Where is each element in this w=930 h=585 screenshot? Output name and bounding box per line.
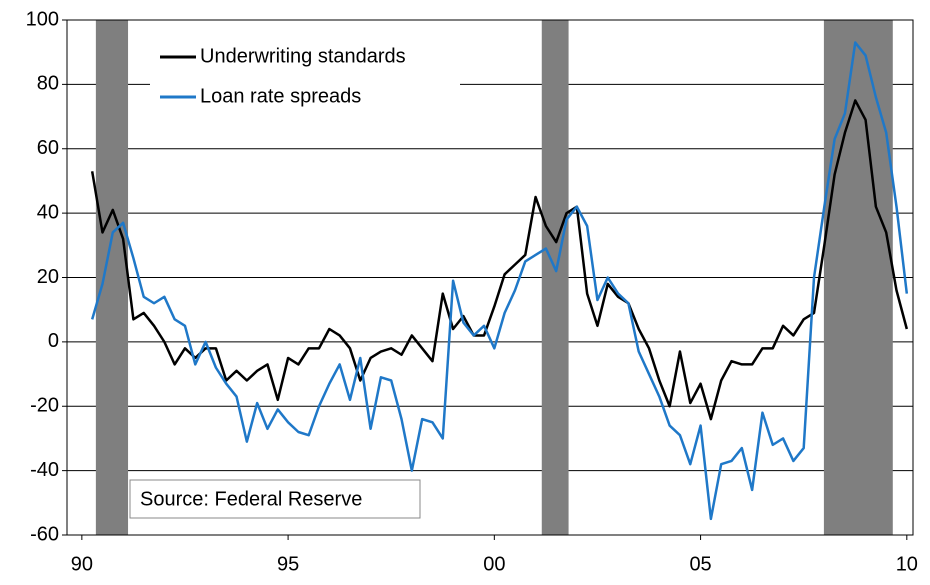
y-tick-label: 80 [37, 73, 59, 95]
series-line [90, 41, 909, 521]
annotation: Source: Federal Reserve [140, 488, 362, 510]
y-tick-label: -40 [30, 459, 59, 481]
y-tick-label: 40 [37, 201, 59, 223]
y-tick-label: 60 [37, 137, 59, 159]
plot-frame [66, 19, 914, 536]
y-tick-label: 0 [48, 330, 59, 352]
y-tick-label: -60 [30, 523, 59, 545]
series-line [90, 99, 909, 421]
y-tick-label: 100 [26, 8, 59, 30]
legend-box [150, 38, 460, 118]
x-tick-label: 95 [277, 553, 299, 575]
legend-label: Underwriting standards [200, 45, 406, 67]
legend-label: Loan rate spreads [200, 85, 361, 107]
y-tick-label: 20 [37, 266, 59, 288]
annotation-box [129, 479, 421, 519]
x-tick-label: 10 [896, 553, 918, 575]
recession-band [541, 20, 569, 535]
x-tick-label: 05 [689, 553, 711, 575]
recession-band [95, 20, 129, 535]
x-tick-label: 90 [71, 553, 93, 575]
y-tick-label: -20 [30, 395, 59, 417]
x-tick-label: 00 [483, 553, 505, 575]
recession-band [823, 20, 893, 535]
